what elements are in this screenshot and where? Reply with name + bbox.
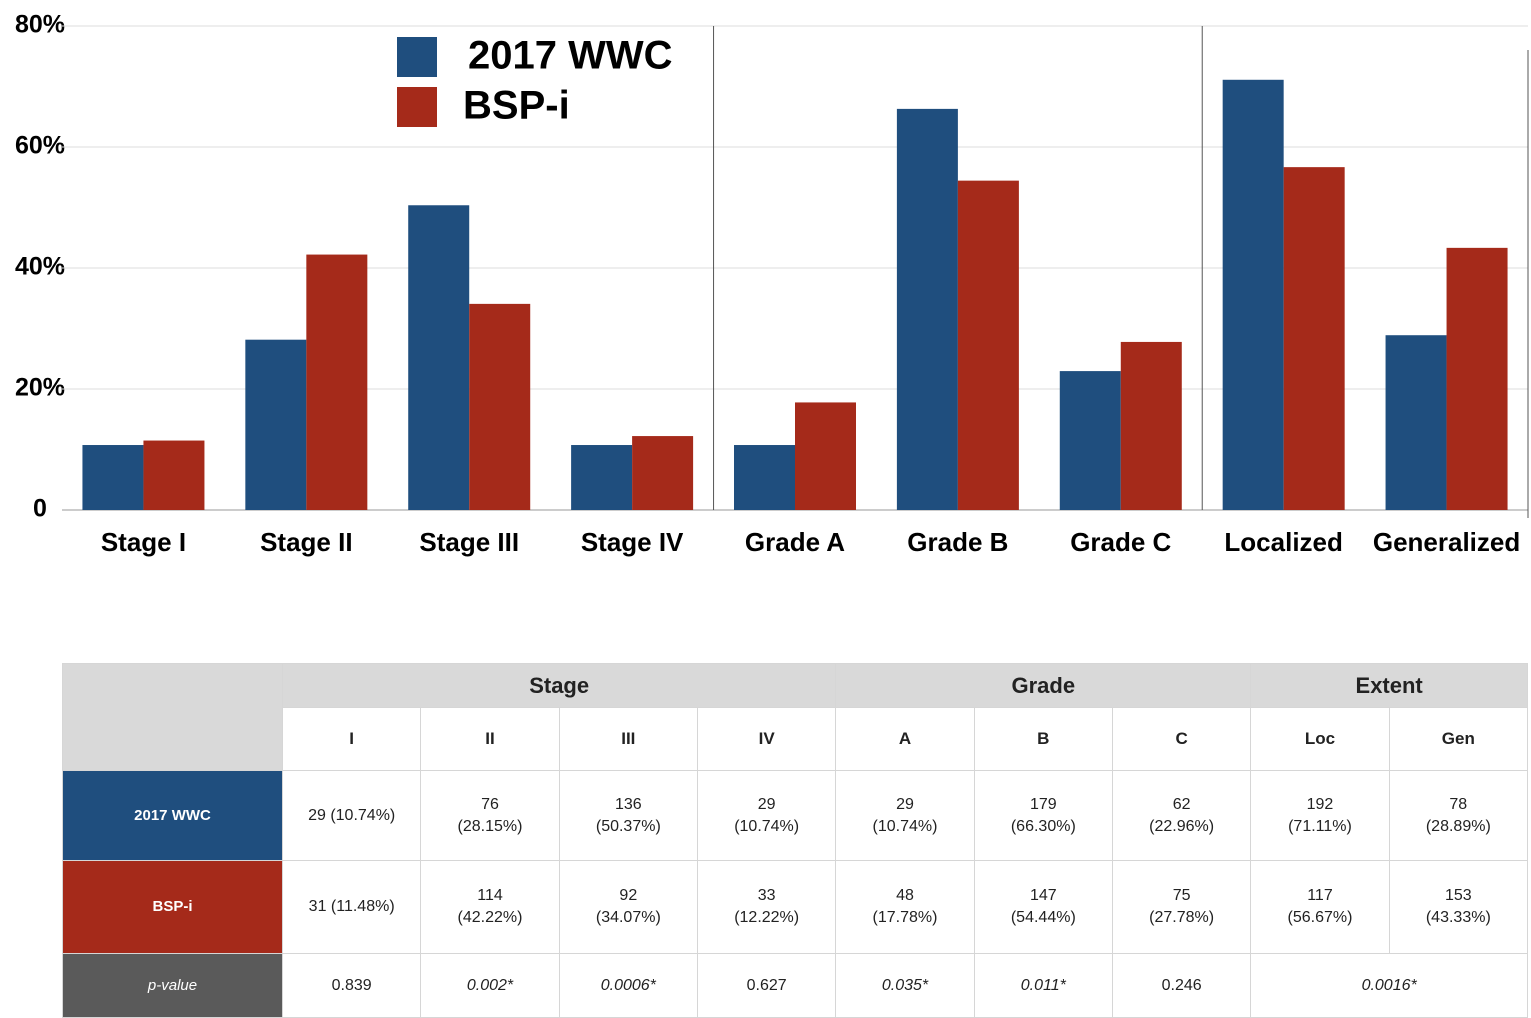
group-header: Extent [1250, 663, 1528, 708]
column-header: III [558, 707, 698, 771]
bar [734, 445, 795, 510]
x-tick-label: Stage III [419, 527, 519, 557]
corner-cell [62, 663, 283, 771]
table-cell: 0.627 [696, 953, 837, 1018]
column-header: Gen [1388, 707, 1529, 771]
x-tick-label: Grade A [745, 527, 845, 557]
table-cell: 117 (56.67%) [1250, 860, 1390, 954]
bar [469, 303, 531, 510]
y-tick-label: 80% [15, 11, 65, 39]
group-header: Stage [281, 663, 837, 708]
bar [1222, 79, 1284, 511]
bar [957, 180, 1019, 510]
x-tick-label: Stage I [101, 527, 186, 557]
data-row: p-value 0.839 0.002* 0.0006* 0.627 0.035* 0.01… [62, 953, 1528, 1018]
bar [82, 445, 144, 510]
x-tick-label: Stage IV [581, 527, 684, 557]
table-cell: 92 (34.07%) [558, 860, 698, 954]
y-tick-label: 40% [15, 253, 65, 281]
column-header: C [1111, 707, 1252, 771]
table-cell: 78 (28.89%) [1388, 770, 1529, 861]
bar [1059, 371, 1121, 510]
row-label: p-value [62, 953, 283, 1018]
column-header: II [420, 707, 560, 771]
row-label: 2017 WWC [62, 770, 283, 861]
table-cell: 0.0006* [558, 953, 698, 1018]
table-cell: 31 (11.48%) [281, 860, 422, 954]
bar [1385, 335, 1447, 510]
y-tick-label: 20% [15, 374, 65, 402]
row-label: BSP-i [62, 860, 283, 954]
y-tick-label: 60% [15, 132, 65, 160]
table-cell: 0.011* [973, 953, 1113, 1018]
table-cell: 147 (54.44%) [973, 860, 1113, 954]
table-cell: 29 (10.74%) [281, 770, 422, 861]
table-cell: 62 (22.96%) [1111, 770, 1252, 861]
bar [1120, 341, 1182, 510]
legend-label: 2017 WWC [468, 34, 673, 78]
table-cell: 0.0016* [1250, 953, 1528, 1018]
legend-swatch [397, 87, 437, 127]
table-cell: 75 (27.78%) [1111, 860, 1252, 954]
table-cell: 153 (43.33%) [1388, 860, 1529, 954]
column-header: B [973, 707, 1113, 771]
table-cell: 114 (42.22%) [420, 860, 560, 954]
legend-swatch [397, 37, 437, 77]
table-cell: 76 (28.15%) [420, 770, 560, 861]
table-cell: 136 (50.37%) [558, 770, 698, 861]
table-cell: 0.035* [835, 953, 975, 1018]
bar [1283, 167, 1345, 511]
bar [245, 339, 307, 510]
column-header: Loc [1250, 707, 1390, 771]
group-header: Grade [835, 663, 1252, 708]
table-cell: 0.246 [1111, 953, 1252, 1018]
bar [1446, 247, 1508, 510]
x-tick-label: Generalized [1373, 527, 1520, 557]
header-row: Stage Grade Extent [62, 663, 1528, 771]
bar [896, 108, 958, 510]
table-cell: 29 (10.74%) [835, 770, 975, 861]
column-header: I [281, 707, 422, 771]
y-tick-label: 0 [33, 495, 47, 523]
chart: 0 20% 40% 60% 80% Stage I Stage II Stage III Sta… [15, 11, 1529, 557]
legend-label: BSP-i [463, 84, 570, 128]
table-cell: 29 (10.74%) [696, 770, 837, 861]
bar [571, 445, 633, 510]
column-header: IV [696, 707, 837, 771]
table-cell: 33 (12.22%) [696, 860, 837, 954]
table-cell: 0.002* [420, 953, 560, 1018]
x-tick-label: Localized [1224, 527, 1342, 557]
x-tick-label: Grade B [907, 527, 1008, 557]
data-row: BSP-i 31 (11.48%) 114 (42.22%) 92 (34.07%) 3… [62, 860, 1529, 954]
subheader-row: I II III IV A B C Loc Gen [63, 707, 1529, 771]
table-cell: 179 (66.30%) [973, 770, 1113, 861]
x-tick-label: Grade C [1070, 527, 1171, 557]
bar [143, 440, 205, 510]
bar [306, 254, 368, 510]
bar [795, 402, 856, 510]
column-header: A [835, 707, 975, 771]
table-cell: 0.839 [281, 953, 422, 1018]
bar [408, 205, 470, 510]
table-cell: 48 (17.78%) [835, 860, 975, 954]
x-tick-label: Stage II [260, 527, 352, 557]
data-table: Stage Grade Extent I II III IV A B C Loc Gen 2017 WW… [62, 663, 1529, 1018]
bar [632, 436, 694, 510]
table-cell: 192 (71.11%) [1250, 770, 1390, 861]
data-row: 2017 WWC 29 (10.74%) 76 (28.15%) 136 (50.37… [62, 770, 1529, 861]
